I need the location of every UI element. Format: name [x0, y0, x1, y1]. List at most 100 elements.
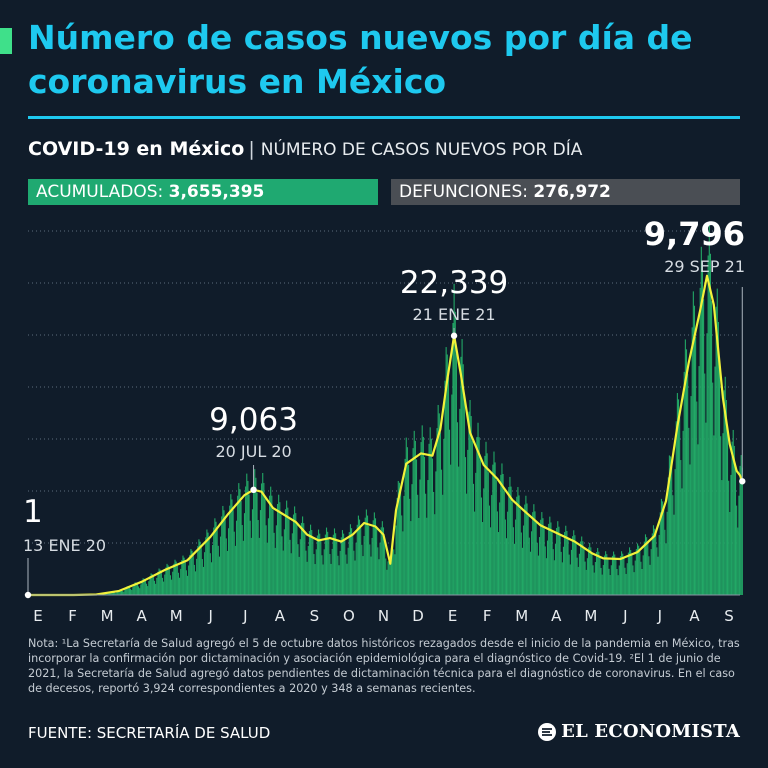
chart-bar	[590, 547, 592, 595]
chart-bar	[664, 529, 666, 595]
chart-bar	[726, 431, 729, 595]
chart-bar	[511, 501, 513, 595]
chart-bar	[608, 568, 610, 595]
chart-bar	[381, 521, 383, 595]
chart-bar	[117, 590, 119, 595]
chart-bar	[218, 556, 220, 595]
chart-bar	[734, 468, 737, 595]
chart-bar	[280, 514, 282, 595]
chart-bar	[302, 516, 304, 595]
chart-bar	[602, 565, 604, 595]
chart-bar	[689, 464, 691, 595]
cases-chart: E F M A M J J A S O N D E F M A M J J A S 1 13 ENE 20 9,063 20 J…	[23, 215, 746, 625]
chart-bar	[463, 400, 465, 595]
chart-bar	[566, 530, 568, 595]
chart-bar	[300, 522, 303, 595]
chart-bar	[262, 472, 264, 595]
acumulados-value: 3,655,395	[168, 182, 265, 202]
chart-bar	[376, 529, 378, 595]
chart-bar	[338, 565, 340, 595]
chart-bar	[680, 460, 682, 595]
chart-bar	[529, 551, 531, 595]
chart-bar	[225, 538, 227, 595]
chart-bar	[480, 497, 483, 595]
chart-bar	[437, 404, 439, 595]
chart-bar	[479, 459, 481, 595]
x-tick-label: E	[448, 607, 457, 625]
chart-bar	[164, 574, 166, 595]
chart-bar	[698, 366, 700, 595]
chart-bar	[194, 571, 197, 595]
chart-bar	[718, 367, 721, 595]
chart-bar	[249, 520, 251, 595]
chart-bar	[324, 534, 326, 595]
chart-bar	[468, 411, 470, 595]
chart-bar	[175, 561, 177, 595]
chart-bar	[716, 288, 718, 595]
chart-bar	[715, 306, 717, 595]
chart-bar	[410, 521, 412, 595]
chart-bar	[631, 555, 633, 595]
chart-bar	[425, 493, 427, 595]
chart-bar	[145, 583, 148, 595]
x-tick-label: E	[33, 607, 42, 625]
title-divider	[28, 116, 740, 119]
x-tick-label: O	[343, 607, 355, 625]
chart-bar	[551, 532, 553, 595]
chart-bar	[421, 425, 423, 595]
chart-bar	[646, 537, 648, 595]
chart-bar	[435, 471, 437, 595]
chart-bar	[505, 538, 508, 595]
chart-bar	[235, 520, 238, 595]
chart-bar	[666, 511, 668, 595]
chart-bar	[158, 568, 160, 595]
chart-bar	[614, 554, 616, 595]
chart-bar	[471, 441, 473, 595]
chart-bar	[544, 546, 546, 595]
chart-bar	[690, 396, 692, 595]
chart-bar	[332, 534, 334, 595]
chart-bar	[712, 382, 714, 595]
chart-bar	[482, 522, 484, 595]
chart-bar	[142, 578, 144, 595]
chart-bar	[616, 569, 618, 595]
chart-bar	[222, 505, 224, 595]
chart-bar	[307, 545, 309, 595]
chart-bar	[179, 577, 181, 595]
chart-bar	[234, 545, 236, 595]
chart-bar	[159, 569, 161, 595]
chart-bar	[695, 336, 697, 595]
chart-bar	[568, 554, 570, 595]
subheader-light: NÚMERO DE CASOS NUEVOS POR DÍA	[260, 140, 583, 160]
chart-bar	[349, 524, 351, 595]
chart-bar	[450, 464, 452, 595]
chart-bar	[352, 535, 354, 595]
chart-bar	[199, 541, 201, 595]
chart-bar	[361, 544, 363, 595]
chart-bar	[709, 253, 711, 595]
chart-bar	[429, 427, 431, 595]
chart-bar	[434, 514, 436, 595]
chart-bar	[546, 540, 549, 595]
chart-bar	[132, 587, 134, 595]
chart-bar	[204, 552, 206, 595]
chart-bar	[533, 504, 535, 595]
chart-bar	[111, 591, 113, 595]
annotation-value: 1	[23, 494, 43, 530]
chart-bar	[134, 582, 136, 595]
chart-bar	[269, 495, 271, 595]
chart-bar	[150, 573, 152, 595]
chart-bar	[286, 500, 288, 595]
chart-bar	[339, 550, 341, 595]
chart-bar	[700, 246, 702, 595]
chart-bar	[316, 535, 318, 595]
chart-bar	[242, 540, 244, 595]
chart-bar	[255, 477, 257, 595]
chart-bar	[153, 580, 156, 595]
chart-bar	[149, 576, 151, 595]
chart-bar	[423, 456, 426, 595]
chart-bar	[119, 589, 121, 595]
chart-bar	[711, 301, 713, 595]
chart-bar	[635, 549, 637, 595]
chart-bar	[281, 536, 283, 595]
